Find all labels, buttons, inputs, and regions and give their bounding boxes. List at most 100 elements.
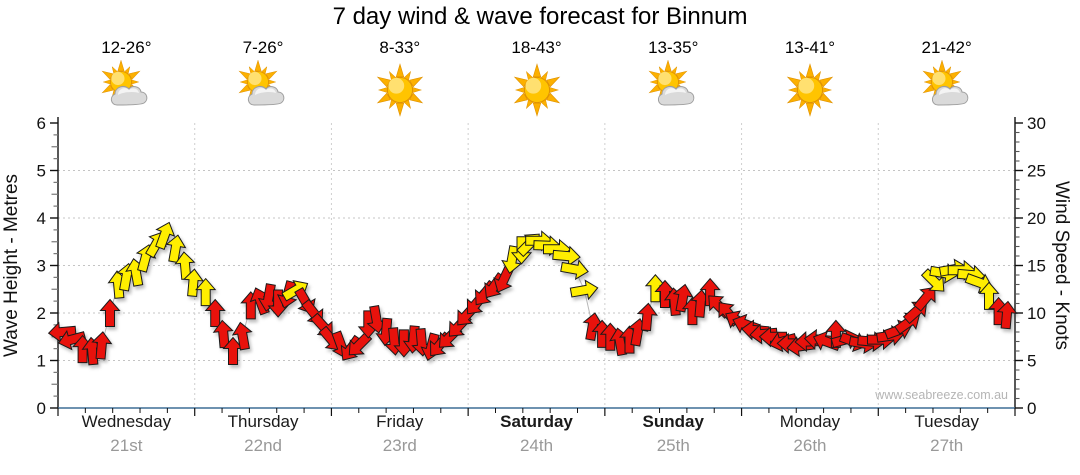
wind-arrow: [99, 298, 121, 327]
day-forecast-tuesday: 21-42°: [878, 38, 1015, 123]
right-tick-label: 10: [1027, 304, 1046, 323]
day-label-thursday: Thursday 22nd: [195, 413, 332, 455]
sun-ray: [648, 70, 661, 80]
day-labels-row: Wednesday 21st Thursday 22nd Friday 23rd Satur…: [58, 413, 1015, 455]
day-date: 25th: [656, 436, 690, 455]
day-label-friday: Friday 23rd: [331, 413, 468, 455]
day-label-wednesday: Wednesday 21st: [58, 413, 195, 455]
wind-arrow: [560, 259, 589, 281]
day-date: 22nd: [244, 436, 282, 455]
cloud-icon: [111, 86, 148, 106]
day-forecast-thursday: 7-26°: [195, 38, 332, 123]
wind-arrow: [569, 279, 599, 301]
left-tick-label: 5: [37, 162, 46, 181]
day-name: Wednesday: [81, 412, 172, 431]
day-label-saturday: Saturday 24th: [468, 413, 605, 455]
sun-ray: [117, 59, 125, 72]
sun-ray: [395, 63, 405, 78]
weather-icon-sunny: [513, 63, 560, 117]
wind-arrow: [281, 280, 309, 302]
day-label-monday: Monday 26th: [742, 413, 879, 455]
left-tick-label: 0: [37, 399, 46, 418]
day-forecast-saturday: 18-43°: [468, 38, 605, 123]
day-name: Saturday: [500, 412, 573, 431]
wind-arrow: [552, 245, 581, 267]
wind-arrow: [57, 329, 87, 351]
chart-title: 7 day wind & wave forecast for Binnum: [332, 3, 748, 30]
day-forecast-wednesday: 12-26°: [58, 38, 195, 123]
weather-icon-partly-cloudy: [922, 59, 968, 106]
sun-ray: [532, 102, 541, 117]
left-tick-label: 1: [37, 352, 46, 371]
day-temperature: 13-41°: [784, 38, 836, 57]
sun-ray: [805, 102, 815, 117]
day-label-tuesday: Tuesday 27th: [878, 413, 1015, 455]
right-tick-label: 30: [1027, 114, 1046, 133]
wind-arrow: [155, 221, 176, 250]
day-name: Friday: [376, 412, 424, 431]
sun-ray: [949, 70, 962, 80]
day-temperature: 8-33°: [379, 38, 421, 57]
day-date: 27th: [930, 436, 964, 455]
wind-arrow: [348, 331, 373, 356]
day-label-sunday: Sunday 25th: [605, 413, 742, 455]
wind-arrow: [231, 321, 253, 351]
sun-ray: [805, 63, 815, 78]
weather-icon-sunny: [786, 63, 834, 117]
sun-ray: [254, 59, 262, 72]
day-name: Monday: [779, 412, 841, 431]
wind-arrow: [582, 312, 604, 341]
left-tick-label: 4: [37, 209, 46, 228]
day-forecast-sunday: 13-35°: [605, 38, 742, 123]
sun-icon: [376, 63, 424, 117]
day-temperature: 12-26°: [101, 38, 152, 57]
weather-icon-partly-cloudy: [101, 59, 148, 106]
right-tick-label: 25: [1027, 162, 1046, 181]
right-tick-label: 20: [1027, 209, 1046, 228]
sun-icon: [786, 63, 834, 117]
sun-ray: [675, 70, 688, 80]
wind-arrow: [636, 302, 658, 332]
wind-arrow: [47, 321, 77, 343]
right-tick-label: 15: [1027, 257, 1046, 276]
wind-arrow: [91, 331, 113, 360]
wind-arrow: [672, 283, 694, 313]
sun-ray: [922, 84, 935, 94]
day-date: 23rd: [382, 436, 417, 455]
day-date: 21st: [110, 436, 143, 455]
wind-arrow: [913, 286, 936, 312]
day-temperature: 13-35°: [648, 38, 699, 57]
day-name: Thursday: [227, 412, 299, 431]
weather-icon-partly-cloudy: [238, 59, 285, 106]
sun-icon: [513, 63, 560, 117]
cloud-icon: [247, 86, 285, 106]
wind-arrow: [195, 277, 217, 307]
weather-icon-partly-cloudy: [648, 59, 695, 106]
right-tick-label: 0: [1027, 399, 1036, 418]
wind-arrow: [920, 268, 945, 292]
left-tick-label: 3: [37, 257, 46, 276]
day-forecast-friday: 8-33°: [331, 38, 468, 123]
sun-ray: [938, 59, 946, 72]
wind-arrows-group: [47, 221, 1018, 366]
wind-arrow: [222, 336, 244, 365]
sun-ray: [664, 59, 672, 72]
sun-ray: [648, 84, 661, 94]
day-name: Sunday: [642, 412, 704, 431]
weather-icon-sunny: [376, 63, 424, 117]
wind-arrow: [654, 279, 676, 308]
left-tick-label: 6: [37, 114, 46, 133]
day-date: 26th: [793, 436, 827, 455]
day-temperature: 7-26°: [242, 38, 284, 57]
day-temperature: 21-42°: [921, 38, 972, 57]
wind-arrow: [182, 268, 205, 297]
cloud-icon: [658, 86, 695, 106]
day-date: 24th: [519, 436, 554, 455]
cloud-icon: [931, 86, 968, 106]
right-tick-label: 5: [1027, 352, 1036, 371]
wind-arrow: [996, 300, 1018, 330]
watermark: www.seabreeze.com.au: [874, 388, 1008, 402]
wind-arrow: [599, 322, 621, 351]
